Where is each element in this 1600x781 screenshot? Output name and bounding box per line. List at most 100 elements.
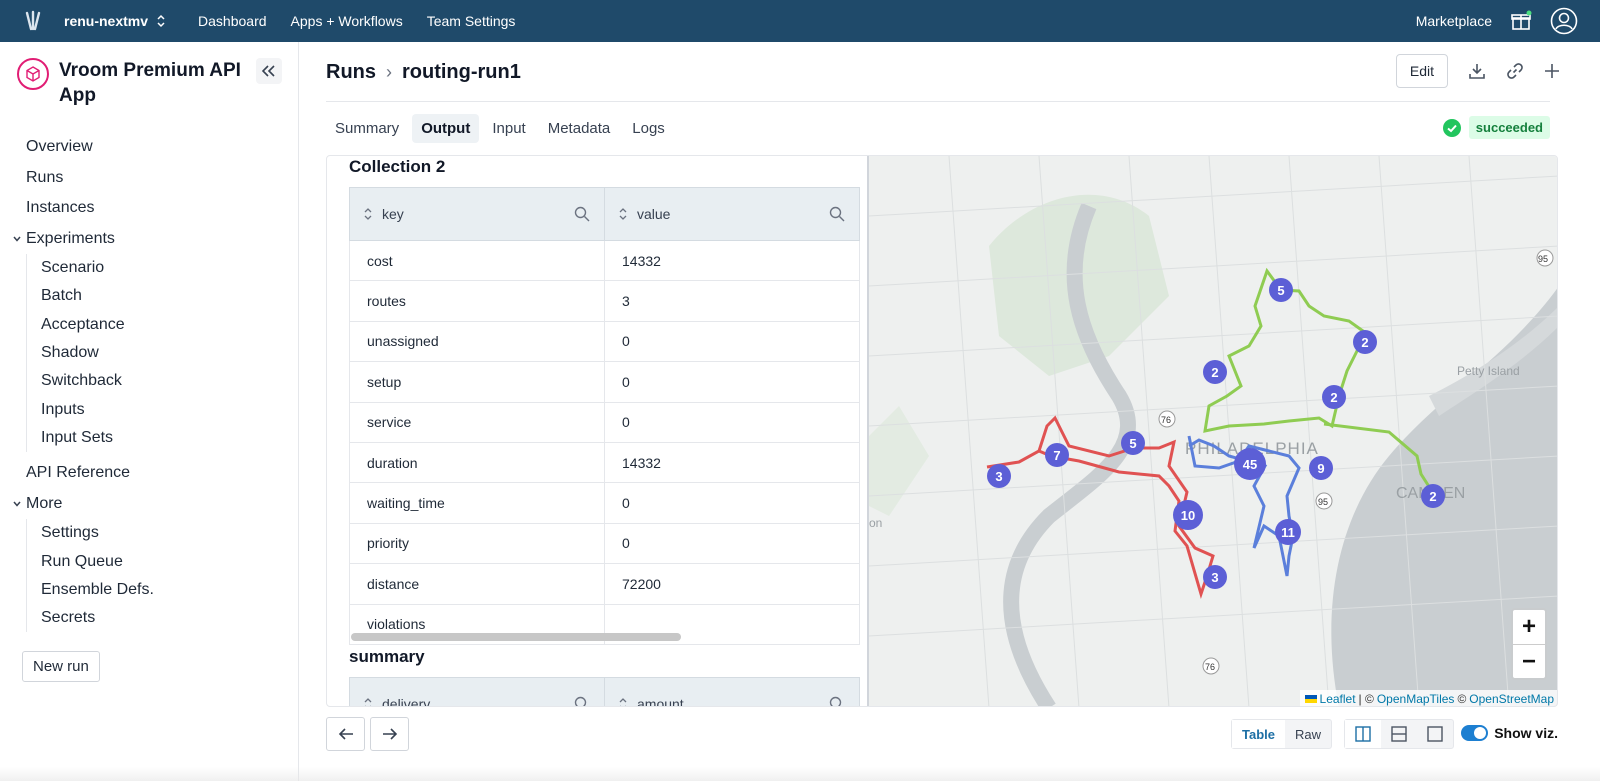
column-label: delivery: [382, 696, 431, 707]
sort-icon[interactable]: [364, 698, 372, 707]
link-icon[interactable]: [1506, 62, 1524, 80]
cell-value: 0: [604, 522, 860, 565]
tabs: Summary Output Input Metadata Logs: [326, 114, 674, 143]
sidebar-item-secrets[interactable]: Secrets: [41, 609, 96, 627]
route-marker[interactable]: 5: [1269, 278, 1293, 302]
tab-metadata[interactable]: Metadata: [547, 120, 611, 137]
route-marker[interactable]: 2: [1203, 360, 1227, 384]
zoom-out-button[interactable]: −: [1513, 644, 1545, 678]
route-marker[interactable]: 9: [1309, 456, 1333, 480]
top-nav: Dashboard Apps + Workflows Team Settings: [198, 13, 515, 29]
route-marker[interactable]: 2: [1421, 484, 1445, 508]
divider: [326, 101, 1550, 102]
route-marker[interactable]: 7: [1045, 443, 1069, 467]
nav-team-settings[interactable]: Team Settings: [426, 13, 516, 29]
tab-input[interactable]: Input: [492, 120, 526, 137]
table-pane[interactable]: Collection 2 key: [327, 156, 867, 707]
sidebar-item-overview[interactable]: Overview: [26, 138, 93, 156]
breadcrumb: Runs › routing-run1: [326, 61, 521, 84]
sidebar-group-experiments[interactable]: Experiments: [0, 224, 298, 255]
view-mode-raw[interactable]: Raw: [1295, 726, 1322, 742]
marker-label: 2: [1429, 489, 1436, 504]
user-avatar-icon[interactable]: [1550, 7, 1578, 35]
route-red[interactable]: [986, 415, 1215, 600]
column-header-amount[interactable]: amount: [604, 677, 860, 707]
sidebar-item-inputs[interactable]: Inputs: [41, 400, 85, 418]
sidebar-item-runs[interactable]: Runs: [26, 168, 64, 186]
org-switcher[interactable]: renu-nextmv: [64, 13, 166, 29]
sidebar-item-acceptance[interactable]: Acceptance: [41, 315, 125, 333]
plus-icon[interactable]: [1544, 63, 1560, 79]
sidebar-item-input-sets[interactable]: Input Sets: [41, 428, 114, 446]
map-canvas[interactable]: PHILADELPHIA CAMDEN Petty Island on 95 7…: [868, 156, 1558, 707]
route-marker[interactable]: 45: [1234, 448, 1266, 480]
sidebar-item-instances[interactable]: Instances: [26, 199, 95, 217]
cell-value: 0: [604, 401, 860, 443]
next-button[interactable]: [370, 717, 409, 751]
collapse-sidebar-button[interactable]: [256, 58, 282, 84]
highway-shield-icon: 95: [1315, 492, 1333, 510]
route-green[interactable]: [1203, 267, 1365, 433]
nav-apps-workflows[interactable]: Apps + Workflows: [290, 13, 403, 29]
leaflet-link[interactable]: Leaflet: [1319, 692, 1356, 706]
search-icon[interactable]: [829, 206, 845, 222]
highway-shield-label: 95: [1318, 497, 1328, 507]
route-marker[interactable]: 3: [987, 464, 1011, 488]
route-marker[interactable]: 2: [1322, 385, 1346, 409]
marketplace-link[interactable]: Marketplace: [1415, 13, 1492, 29]
download-icon[interactable]: [1468, 62, 1486, 80]
marker-label: 2: [1361, 335, 1368, 350]
prev-button[interactable]: [326, 717, 365, 751]
view-mode-table[interactable]: Table: [1232, 720, 1285, 748]
sidebar-item-switchback[interactable]: Switchback: [41, 372, 122, 390]
marker-label: 5: [1129, 436, 1136, 451]
table-row: duration 14332: [349, 441, 860, 484]
tab-output[interactable]: Output: [412, 114, 480, 143]
sidebar-group-more[interactable]: More: [0, 489, 298, 520]
sidebar-item-settings[interactable]: Settings: [41, 524, 99, 542]
map-view[interactable]: PHILADELPHIA CAMDEN Petty Island on 95 7…: [867, 156, 1558, 707]
layout-split-vertical-icon[interactable]: [1345, 720, 1381, 748]
sidebar-item-run-queue[interactable]: Run Queue: [41, 552, 123, 570]
cell-key: duration: [349, 441, 605, 484]
horizontal-scrollbar[interactable]: [351, 633, 681, 641]
breadcrumb-runs[interactable]: Runs: [326, 61, 376, 83]
sidebar-item-shadow[interactable]: Shadow: [41, 344, 99, 362]
column-header-delivery[interactable]: delivery: [349, 677, 605, 707]
column-header-key[interactable]: key: [349, 187, 605, 241]
nav-dashboard[interactable]: Dashboard: [198, 13, 267, 29]
column-header-value[interactable]: value: [604, 187, 860, 241]
layout-single-icon[interactable]: [1417, 720, 1453, 748]
zoom-in-button[interactable]: +: [1521, 613, 1536, 640]
edit-button[interactable]: Edit: [1395, 54, 1448, 88]
sidebar-item-api-reference[interactable]: API Reference: [26, 464, 131, 482]
highway-shield-label: 95: [1538, 254, 1548, 264]
sort-icon[interactable]: [619, 208, 627, 220]
layout-split-horizontal-icon[interactable]: [1381, 720, 1417, 748]
route-marker[interactable]: 11: [1275, 519, 1301, 545]
search-icon[interactable]: [829, 696, 845, 707]
openmaptiles-link[interactable]: OpenMapTiles: [1376, 692, 1455, 706]
collection-title: Collection 2: [349, 157, 446, 176]
chevrons-left-icon: [262, 65, 275, 77]
sidebar-item-scenario[interactable]: Scenario: [41, 259, 105, 277]
tab-logs[interactable]: Logs: [632, 120, 665, 137]
gift-icon[interactable]: [1510, 10, 1532, 32]
search-icon[interactable]: [574, 206, 590, 222]
sidebar-item-ensemble-defs[interactable]: Ensemble Defs.: [41, 580, 154, 598]
nextmv-logo-icon[interactable]: [22, 10, 44, 32]
toggle-switch[interactable]: [1461, 725, 1489, 741]
sort-icon[interactable]: [364, 208, 372, 220]
openstreetmap-link[interactable]: OpenStreetMap: [1469, 692, 1554, 706]
sidebar-item-batch[interactable]: Batch: [41, 287, 82, 305]
route-marker[interactable]: 10: [1173, 500, 1203, 530]
route-marker[interactable]: 5: [1121, 431, 1145, 455]
route-marker[interactable]: 3: [1203, 565, 1227, 589]
show-viz-toggle[interactable]: Show viz.: [1461, 725, 1558, 741]
route-marker[interactable]: 2: [1353, 330, 1377, 354]
new-run-button[interactable]: New run: [22, 651, 100, 682]
search-icon[interactable]: [574, 696, 590, 707]
tab-summary[interactable]: Summary: [335, 120, 400, 137]
sort-icon[interactable]: [619, 698, 627, 707]
zoom-control: + −: [1511, 608, 1547, 680]
